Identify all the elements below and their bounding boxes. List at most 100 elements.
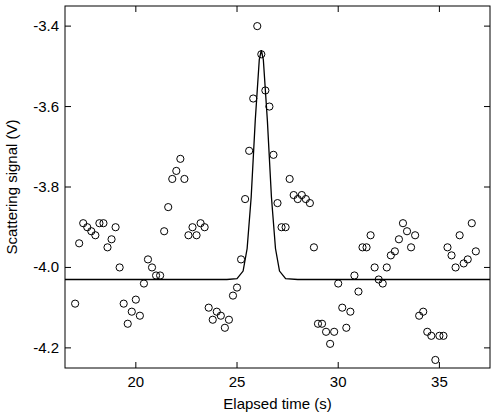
data-point xyxy=(472,248,479,255)
y-tick-right xyxy=(484,347,490,348)
data-point xyxy=(116,264,123,271)
data-point xyxy=(237,256,244,263)
data-point xyxy=(165,204,172,211)
y-tick-label: -3.6 xyxy=(33,98,59,115)
data-point xyxy=(120,300,127,307)
data-point xyxy=(112,224,119,231)
data-point xyxy=(302,195,309,202)
data-point xyxy=(318,320,325,327)
data-point xyxy=(189,224,196,231)
data-point xyxy=(464,256,471,263)
data-point xyxy=(144,256,151,263)
data-point xyxy=(136,312,143,319)
data-point xyxy=(157,272,164,279)
data-point xyxy=(177,155,184,162)
data-point xyxy=(327,340,334,347)
x-tick xyxy=(237,362,238,368)
x-tick-top xyxy=(439,6,440,12)
x-tick-label: 35 xyxy=(431,373,448,390)
x-tick xyxy=(439,362,440,368)
data-point xyxy=(331,328,338,335)
x-tick-label: 25 xyxy=(229,373,246,390)
data-point xyxy=(185,232,192,239)
data-point xyxy=(217,312,224,319)
x-tick-top xyxy=(237,6,238,12)
chart: 20253035-4.2-4.0-3.8-3.6-3.4Elapsed time… xyxy=(0,0,500,416)
data-point xyxy=(250,95,257,102)
data-point xyxy=(282,224,289,231)
y-tick xyxy=(65,187,71,188)
x-tick-top xyxy=(338,6,339,12)
data-point xyxy=(452,264,459,271)
data-point xyxy=(72,300,79,307)
data-point xyxy=(286,175,293,182)
data-point xyxy=(379,280,386,287)
data-point xyxy=(468,220,475,227)
data-point xyxy=(298,191,305,198)
data-point xyxy=(290,191,297,198)
data-point xyxy=(335,280,342,287)
data-point xyxy=(322,328,329,335)
data-point xyxy=(173,167,180,174)
data-point xyxy=(306,199,313,206)
data-point xyxy=(161,228,168,235)
data-point xyxy=(456,232,463,239)
data-point xyxy=(181,175,188,182)
data-point xyxy=(108,236,115,243)
data-point xyxy=(363,244,370,251)
data-point xyxy=(274,199,281,206)
data-point xyxy=(420,308,427,315)
data-point xyxy=(399,220,406,227)
data-point xyxy=(403,228,410,235)
data-point xyxy=(428,332,435,339)
data-point xyxy=(229,292,236,299)
data-point xyxy=(355,288,362,295)
data-point xyxy=(367,232,374,239)
y-tick-label: -4.2 xyxy=(33,339,59,356)
y-tick-right xyxy=(484,26,490,27)
data-point xyxy=(197,220,204,227)
data-point xyxy=(440,332,447,339)
y-tick-label: -3.8 xyxy=(33,178,59,195)
data-point xyxy=(407,244,414,251)
data-point xyxy=(294,195,301,202)
x-tick xyxy=(338,362,339,368)
data-point xyxy=(169,175,176,182)
y-tick xyxy=(65,106,71,107)
data-point xyxy=(80,220,87,227)
data-point xyxy=(100,220,107,227)
data-point xyxy=(424,328,431,335)
data-point xyxy=(432,356,439,363)
x-tick-label: 20 xyxy=(127,373,144,390)
x-axis-label: Elapsed time (s) xyxy=(223,395,331,412)
data-point xyxy=(347,308,354,315)
data-point xyxy=(444,244,451,251)
y-tick-right xyxy=(484,106,490,107)
data-point xyxy=(391,248,398,255)
data-point xyxy=(270,151,277,158)
data-point xyxy=(225,316,232,323)
x-tick-label: 30 xyxy=(330,373,347,390)
x-tick-top xyxy=(135,6,136,12)
data-point xyxy=(387,252,394,259)
data-point xyxy=(395,236,402,243)
data-point xyxy=(242,195,249,202)
data-point xyxy=(88,228,95,235)
data-point xyxy=(383,264,390,271)
data-point xyxy=(254,23,261,30)
x-tick xyxy=(135,362,136,368)
data-point xyxy=(104,244,111,251)
data-point xyxy=(343,324,350,331)
y-tick xyxy=(65,26,71,27)
data-point xyxy=(132,296,139,303)
plot-area xyxy=(65,23,490,364)
data-point xyxy=(339,304,346,311)
data-point xyxy=(193,232,200,239)
data-point xyxy=(209,316,216,323)
data-point xyxy=(233,284,240,291)
data-point xyxy=(205,304,212,311)
data-point xyxy=(140,280,147,287)
data-point xyxy=(448,252,455,259)
data-point xyxy=(124,320,131,327)
y-tick xyxy=(65,267,71,268)
